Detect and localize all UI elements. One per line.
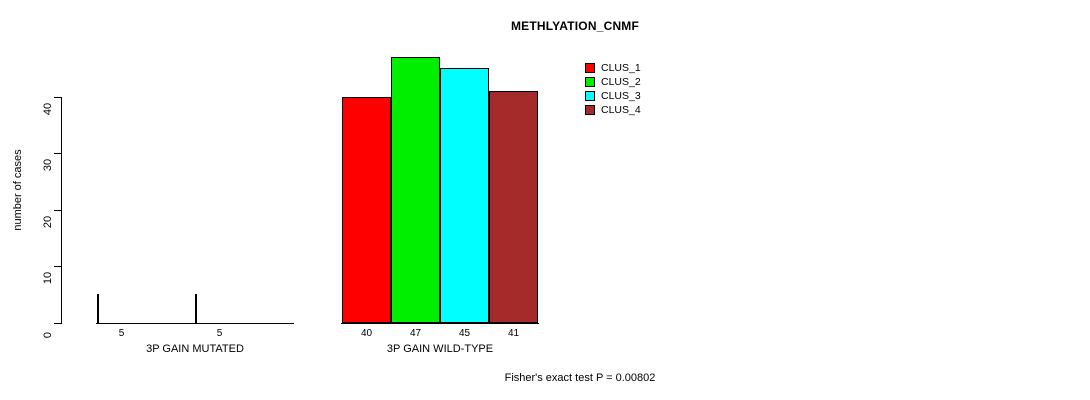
bar-value-wild-type-clus-2: 47 xyxy=(409,328,422,339)
legend-swatch-clus-4 xyxy=(585,105,595,115)
bar-value-mutated-clus-3: 5 xyxy=(216,328,223,339)
bar-value-mutated-clus-1: 5 xyxy=(118,328,125,339)
legend-item-clus-4[interactable]: CLUS_4 xyxy=(585,103,641,117)
chart-title: METHLYATION_CNMF xyxy=(510,19,640,33)
y-tick-30 xyxy=(54,153,61,154)
legend-item-clus-3[interactable]: CLUS_3 xyxy=(585,89,641,103)
legend-swatch-clus-1 xyxy=(585,63,595,73)
y-tick-label-wrap-10: 10 xyxy=(24,260,54,284)
y-tick-label-20: 20 xyxy=(42,215,54,229)
legend-swatch-clus-3 xyxy=(585,91,595,101)
fisher-test-annotation: Fisher's exact test P = 0.00802 xyxy=(504,372,656,384)
y-tick-label-wrap-0: 0 xyxy=(24,317,54,338)
y-tick-40 xyxy=(54,97,61,98)
group-baseline-mutated xyxy=(96,323,294,324)
y-tick-label-30: 30 xyxy=(42,158,54,172)
legend-label-clus-1: CLUS_1 xyxy=(601,62,641,74)
group-label-mutated: 3P GAIN MUTATED xyxy=(146,343,244,355)
bar-mutated-clus-1[interactable] xyxy=(97,294,99,323)
bar-wild-type-clus-3[interactable] xyxy=(440,68,489,323)
y-tick-label-wrap-30: 30 xyxy=(24,147,54,171)
bar-wild-type-clus-1[interactable] xyxy=(342,97,391,323)
legend-item-clus-2[interactable]: CLUS_2 xyxy=(585,75,641,89)
y-tick-label-wrap-20: 20 xyxy=(24,204,54,228)
y-tick-20 xyxy=(54,210,61,211)
chart-legend: CLUS_1 CLUS_2 CLUS_3 CLUS_4 xyxy=(585,61,641,117)
y-tick-label-40: 40 xyxy=(42,102,54,116)
bar-wild-type-clus-2[interactable] xyxy=(391,57,440,323)
y-tick-label-0: 0 xyxy=(42,331,54,339)
y-axis-line xyxy=(61,97,62,324)
group-label-wild-type: 3P GAIN WILD-TYPE xyxy=(386,343,494,355)
legend-label-clus-3: CLUS_3 xyxy=(601,90,641,102)
y-tick-0 xyxy=(54,323,61,324)
bar-value-wild-type-clus-3: 45 xyxy=(458,328,471,339)
bar-value-wild-type-clus-4: 41 xyxy=(507,328,520,339)
legend-label-clus-4: CLUS_4 xyxy=(601,104,641,116)
y-axis-title: number of cases xyxy=(12,149,24,231)
bar-wild-type-clus-4[interactable] xyxy=(489,91,538,323)
bar-value-wild-type-clus-1: 40 xyxy=(360,328,373,339)
y-tick-10 xyxy=(54,266,61,267)
legend-label-clus-2: CLUS_2 xyxy=(601,76,641,88)
bar-mutated-clus-3[interactable] xyxy=(195,294,197,323)
y-tick-label-10: 10 xyxy=(42,271,54,285)
legend-item-clus-1[interactable]: CLUS_1 xyxy=(585,61,641,75)
legend-swatch-clus-2 xyxy=(585,77,595,87)
group-baseline-wild-type xyxy=(341,323,539,324)
y-tick-label-wrap-40: 40 xyxy=(24,91,54,115)
